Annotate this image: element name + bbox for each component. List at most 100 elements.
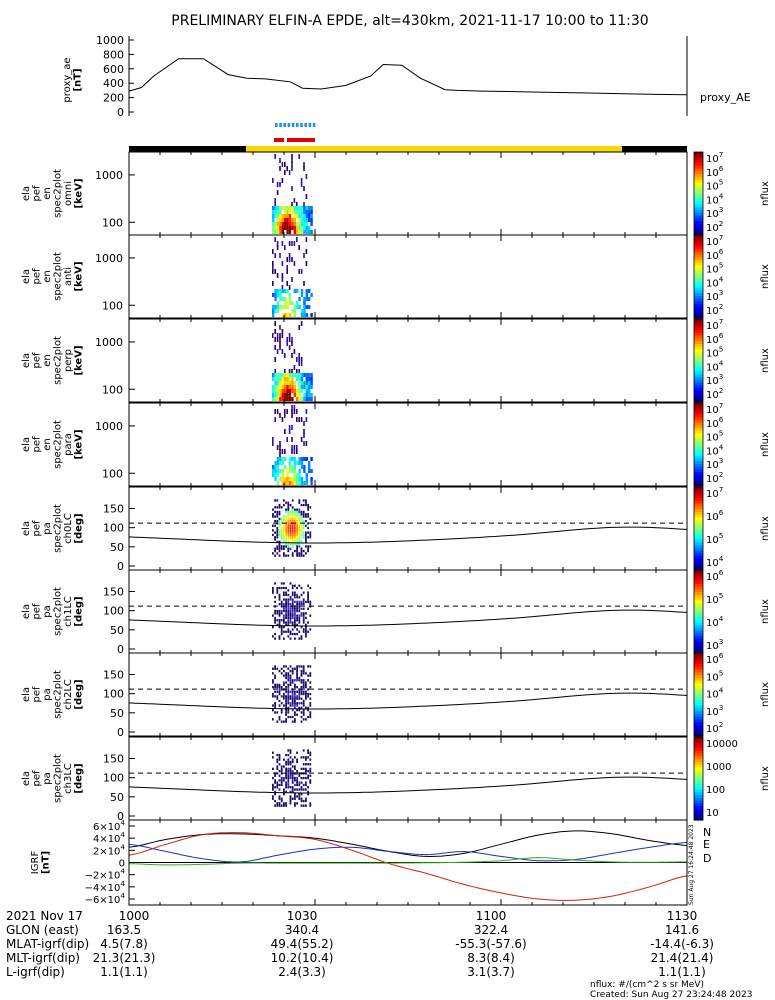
pa-pixel (309, 603, 312, 606)
pa-pixel (289, 513, 292, 516)
pa-pixel (307, 688, 309, 691)
pa-pixel (296, 695, 298, 698)
spectrogram-pixel (308, 214, 311, 218)
y-tick-label: 0 (117, 810, 124, 823)
pa-pixel (294, 695, 296, 698)
spectrogram-pixel (272, 218, 275, 222)
pa-pixel (289, 619, 292, 622)
colorbar-segment (694, 686, 703, 690)
spectrogram-pixel (274, 337, 276, 342)
spectrogram-pixel (298, 385, 301, 389)
pa-pixel (309, 536, 312, 539)
pa-pixel (296, 632, 298, 636)
pa-pixel (309, 697, 312, 700)
pa-pixel (291, 632, 294, 636)
colorbar-tick-label: 105 (706, 178, 723, 193)
pa-pixel (296, 586, 298, 590)
colorbar-segment (694, 567, 703, 571)
pa-pixel (300, 776, 303, 780)
spectrogram-pixel (298, 357, 300, 362)
pa-pixel (294, 718, 296, 721)
spectrogram-pixel (281, 377, 284, 381)
pa-pixel (283, 793, 285, 796)
spectrogram-pixel (310, 313, 313, 317)
spectrogram-pixel (296, 417, 298, 422)
spectrogram-pixel (291, 277, 293, 282)
spectrogram-pixel (308, 469, 311, 473)
pa-pixel (283, 586, 285, 590)
pa-pixel (289, 797, 292, 800)
pa-pixel (283, 554, 285, 557)
spectrogram-pixel (303, 469, 306, 473)
pa-pixel (296, 554, 298, 557)
pa-pixel (287, 609, 290, 613)
pa-pixel (274, 510, 276, 514)
colorbar-segment (694, 759, 703, 763)
pa-pixel (283, 665, 285, 668)
spectrogram-pixel (296, 481, 299, 485)
spectrogram-pixel (284, 377, 287, 381)
colorbar-segment (694, 377, 703, 381)
pa-pixel (285, 612, 287, 615)
blue-marker-dash (304, 123, 307, 127)
pa-pixel (305, 776, 307, 780)
spectrogram-pixel (298, 457, 301, 461)
pa-pixel (278, 531, 281, 534)
pa-pixel (274, 790, 276, 793)
ephemeris-cell: 163.5 (107, 923, 141, 937)
spectrogram-pixel (305, 313, 308, 317)
pa-pixel (287, 709, 290, 712)
spectrogram-pixel (293, 206, 296, 210)
spectrogram-pixel (303, 297, 306, 301)
pa-pixel (294, 593, 296, 597)
pa-pixel (278, 545, 281, 548)
spectrogram-pixel (276, 301, 280, 305)
pa-pixel (307, 751, 309, 754)
spectrogram-pixel (298, 210, 301, 214)
pa-pixel (278, 758, 281, 761)
pa-pixel (305, 501, 307, 504)
pa-pixel (272, 751, 274, 754)
pa-pixel (289, 510, 292, 514)
pa-pixel (305, 804, 307, 807)
colorbar-segment (694, 653, 703, 657)
pa-pixel (287, 686, 290, 689)
pa-pixel (309, 702, 312, 705)
pa-pixel (305, 515, 307, 518)
pa-pixel (272, 686, 274, 689)
spectrogram-pixel (279, 166, 281, 171)
colorbar-tick-label: 10000 (706, 739, 738, 750)
colorbar-segment (694, 661, 703, 665)
ephemeris-cell: 49.4(55.2) (271, 937, 334, 951)
pa-pixel (302, 699, 305, 703)
spectrogram-pixel (310, 206, 313, 210)
y-axis-label-line: pa (42, 688, 53, 700)
colorbar-segment (694, 160, 703, 164)
colorbar-segment (694, 669, 703, 673)
pa-pixel (309, 763, 312, 766)
pa-pixel (278, 596, 281, 599)
spectrogram-pixel (293, 445, 296, 450)
pa-pixel (287, 763, 290, 766)
y-axis-label: ela pef pa spec2plot ch3LC [deg] (21, 754, 85, 803)
panel-frame (128, 569, 688, 654)
spectrogram-pixel (296, 222, 299, 226)
spectrogram-pixel (272, 230, 275, 234)
pa-pixel (291, 628, 294, 631)
pa-pixel (280, 626, 283, 629)
pa-pixel (294, 508, 296, 511)
ephemeris-cell: 1000 (119, 909, 150, 923)
colorbar-segment (694, 352, 703, 356)
colorbar-segment (694, 608, 703, 613)
pa-pixel (296, 549, 298, 553)
pa-pixel (291, 520, 294, 523)
colorbar-segment (694, 226, 703, 231)
pa-pixel (302, 536, 305, 539)
pa-pixel (302, 533, 305, 537)
spectrogram-pixel (274, 230, 277, 234)
pa-pixel (285, 770, 287, 773)
igrf-series-D (128, 832, 688, 901)
pa-pixel (283, 540, 285, 543)
pa-pixel (302, 612, 305, 615)
